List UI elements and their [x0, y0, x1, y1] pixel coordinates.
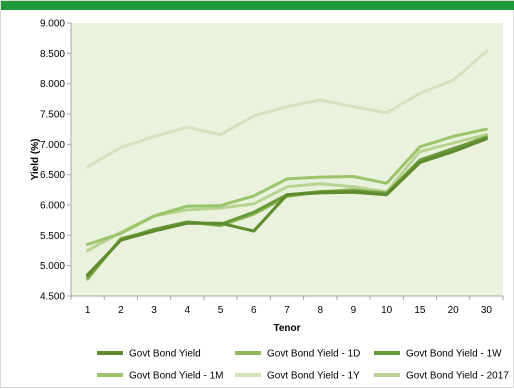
- series-line-4: [86, 50, 488, 169]
- x-axis-title: Tenor: [273, 323, 300, 334]
- y-tick-label: 8.000: [40, 79, 65, 90]
- x-tick-label: 10: [381, 305, 393, 316]
- plot-area: [71, 23, 503, 296]
- legend-label: Govt Bond Yield - 1M: [129, 371, 224, 382]
- x-tick-label: 7: [284, 305, 290, 316]
- x-tick-label: 20: [448, 305, 460, 316]
- y-tick-label: 8.500: [40, 49, 65, 60]
- legend-label: Govt Bond Yield: [129, 349, 201, 360]
- x-tick-label: 15: [414, 305, 426, 316]
- x-tick-label: 4: [185, 305, 191, 316]
- x-tick-label: 1: [85, 305, 91, 316]
- x-tick-label: 8: [317, 305, 323, 316]
- y-tick-label: 5.500: [40, 231, 65, 242]
- x-tick-label: 2: [118, 305, 124, 316]
- x-tick-label: 6: [251, 305, 257, 316]
- x-tick-label: 30: [481, 305, 493, 316]
- y-tick-label: 4.500: [40, 292, 65, 303]
- x-tick-label: 3: [151, 305, 157, 316]
- y-tick-label: 6.000: [40, 201, 65, 212]
- legend: Govt Bond Yield Govt Bond Yield - 1D Govt …: [97, 349, 509, 382]
- y-tick-label: 7.500: [40, 110, 65, 121]
- x-tick-label: 9: [351, 305, 357, 316]
- y-tick-label: 9.000: [40, 19, 65, 30]
- legend-label: Govt Bond Yield - 1W: [406, 349, 502, 360]
- header-bar: [1, 1, 514, 10]
- series-line-0: [86, 137, 488, 277]
- legend-label: Govt Bond Yield - 1D: [267, 349, 360, 360]
- y-tick-label: 5.000: [40, 261, 65, 272]
- legend-label: Govt Bond Yield - 2017: [406, 371, 509, 382]
- x-tick-label: 5: [218, 305, 224, 316]
- y-tick-label: 6.500: [40, 170, 65, 181]
- y-axis-title: Yield (%): [30, 139, 41, 181]
- legend-label: Govt Bond Yield - 1Y: [267, 371, 360, 382]
- series-line-3: [86, 127, 488, 246]
- y-tick-label: 7.000: [40, 140, 65, 151]
